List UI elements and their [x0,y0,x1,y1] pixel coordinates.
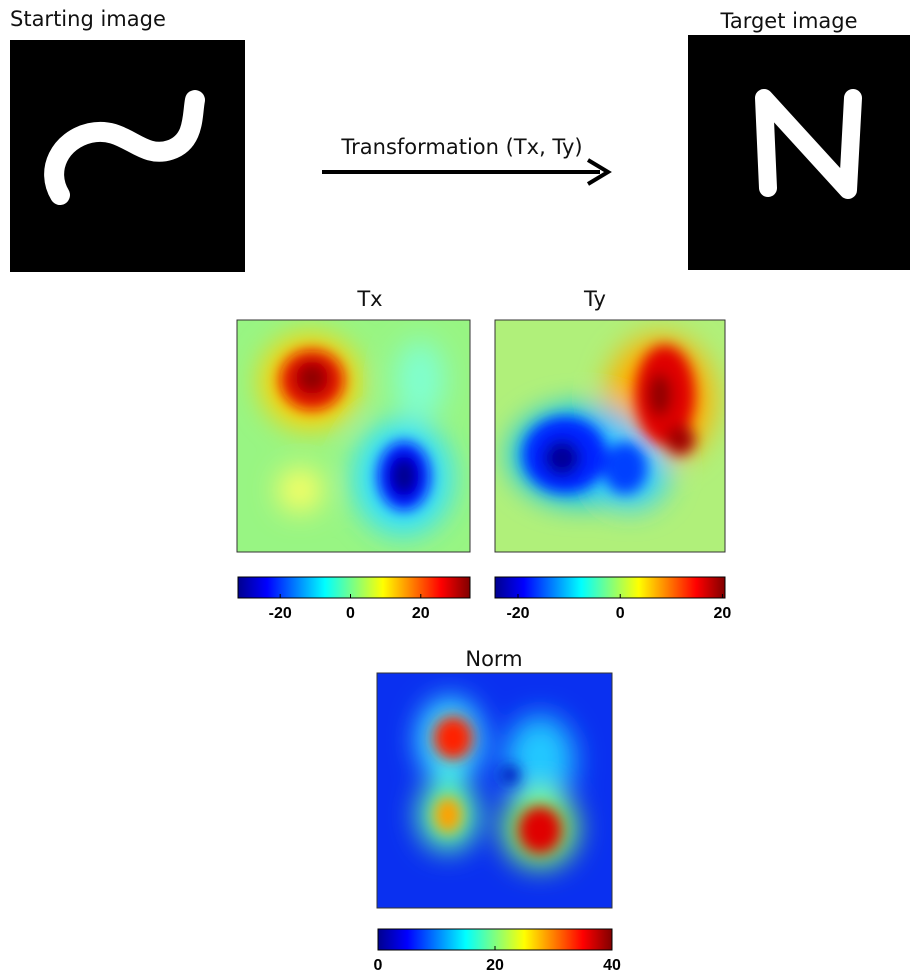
panel-title: Norm [465,647,522,671]
colorbar-tick-label: 0 [616,605,625,622]
panel-title: Ty [583,287,606,311]
norm-map [377,673,612,908]
start-image [10,40,245,272]
figure: Starting image Target image Transformati… [0,0,911,976]
colorbar-tick-label: 20 [486,957,504,974]
colorbar-tick-label: -20 [269,605,292,622]
colorbar-tick-label: 40 [603,957,621,974]
colorbar-tick-label: 0 [374,957,383,974]
start-label: Starting image [10,7,166,31]
panel-title: Tx [356,287,382,311]
colorbar-tick-label: 0 [346,605,355,622]
colorbar-tick-label: 20 [714,605,732,622]
colorbar [238,577,470,598]
colorbar-tick-label: -20 [506,605,529,622]
colorbar [495,577,725,598]
colorbar-tick-label: 20 [412,605,430,622]
transform-label: Transformation (Tx, Ty) [340,135,582,159]
target-label: Target image [719,9,857,33]
target-image [688,35,910,270]
tx-map [237,320,470,552]
ty-map [495,320,725,552]
